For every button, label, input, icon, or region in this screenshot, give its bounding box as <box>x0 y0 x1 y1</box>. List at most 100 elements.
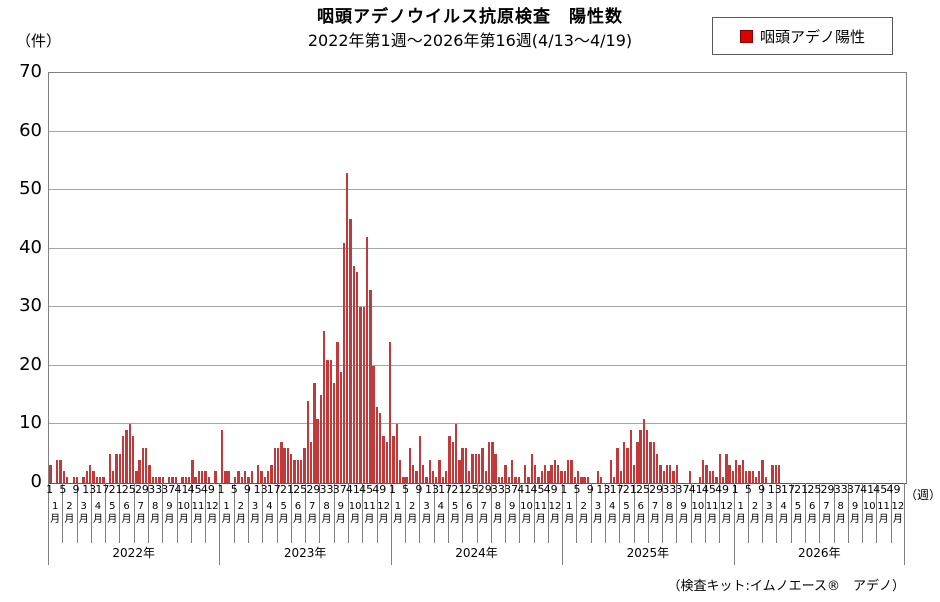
y-grid-line <box>49 306 906 308</box>
bar <box>675 465 679 483</box>
week-tick-label: 49 <box>200 483 215 496</box>
week-tick-label: 49 <box>372 483 387 496</box>
bar <box>484 471 487 483</box>
bar <box>744 471 748 483</box>
bar <box>777 465 781 483</box>
bar <box>402 477 405 483</box>
month-label-suffix: 月 <box>721 514 732 525</box>
month-label: 9 <box>337 501 344 512</box>
bar <box>141 447 145 483</box>
bar <box>270 465 273 483</box>
bar <box>458 459 461 483</box>
bar <box>507 477 510 483</box>
month-label-suffix: 月 <box>635 514 646 525</box>
month-label-suffix: 月 <box>378 514 389 525</box>
month-label-suffix: 月 <box>535 514 546 525</box>
bar <box>540 471 543 483</box>
month-label-suffix: 月 <box>507 514 518 525</box>
month-label: 7 <box>823 501 830 512</box>
year-label: 2026年 <box>798 546 841 560</box>
bar <box>257 465 260 483</box>
month-tick-line <box>647 483 649 543</box>
bar <box>329 360 332 483</box>
month-label-suffix: 月 <box>464 514 475 525</box>
bar <box>774 465 777 483</box>
month-tick-line <box>119 483 121 543</box>
month-tick-line <box>776 483 778 543</box>
bar <box>398 459 402 483</box>
bar <box>580 477 583 483</box>
bar <box>711 471 715 483</box>
month-label-suffix: 月 <box>564 514 575 525</box>
week-tick-label: 13 <box>767 483 782 496</box>
month-tick-line <box>419 483 421 543</box>
month-tick-line <box>862 483 864 543</box>
bar <box>131 436 135 483</box>
bar <box>547 471 550 483</box>
month-label-suffix: 月 <box>492 514 503 525</box>
bar <box>332 383 336 483</box>
bar <box>356 272 359 483</box>
bar <box>121 436 125 483</box>
month-label-suffix: 月 <box>664 514 675 525</box>
month-tick-line <box>162 483 164 543</box>
bar <box>247 477 250 483</box>
month-tick-line <box>433 483 435 543</box>
bar <box>491 442 494 483</box>
bar <box>243 471 247 483</box>
month-label-suffix: 月 <box>878 514 889 525</box>
month-tick-line <box>576 483 578 543</box>
month-label: 6 <box>808 501 816 512</box>
week-tick-label: 45 <box>530 483 545 496</box>
bar <box>421 465 425 483</box>
month-tick-line <box>133 483 135 543</box>
month-label-suffix: 月 <box>421 514 432 525</box>
month-label: 9 <box>166 501 173 512</box>
month-label-suffix: 月 <box>135 514 146 525</box>
bar <box>118 453 122 483</box>
bar <box>688 471 692 483</box>
month-label-suffix: 月 <box>321 514 332 525</box>
bar <box>573 477 576 483</box>
bar <box>629 430 632 483</box>
month-label: 10 <box>177 501 191 512</box>
bar <box>135 471 138 483</box>
month-label: 6 <box>294 501 302 512</box>
month-label: 1 <box>51 501 59 512</box>
bar <box>286 447 290 483</box>
month-tick-line <box>333 483 335 543</box>
year-tick-line <box>219 483 221 565</box>
bar <box>665 465 669 483</box>
week-tick-label: 13 <box>596 483 611 496</box>
y-grid-line <box>49 130 906 132</box>
month-label: 8 <box>323 501 330 512</box>
y-grid-line <box>49 247 906 249</box>
week-tick-label: 9 <box>758 483 766 496</box>
month-tick-line <box>319 483 321 543</box>
bar <box>721 477 725 483</box>
month-tick-line <box>476 483 478 543</box>
bar <box>372 365 375 483</box>
bar <box>72 477 75 483</box>
bar <box>415 471 418 483</box>
bar <box>501 477 504 483</box>
month-tick-line <box>762 483 764 543</box>
bar <box>296 459 300 483</box>
week-tick-label: 37 <box>675 483 690 496</box>
month-label: 6 <box>637 501 644 512</box>
month-tick-line <box>747 483 749 543</box>
bar <box>616 447 619 483</box>
y-grid-line <box>49 189 906 191</box>
bar <box>326 360 329 483</box>
bar <box>267 471 270 483</box>
month-tick-line <box>676 483 678 543</box>
bar <box>412 465 415 483</box>
bar <box>530 453 534 483</box>
month-label-suffix: 月 <box>307 514 318 525</box>
month-label: 2 <box>237 501 244 512</box>
month-label-suffix: 月 <box>435 514 446 525</box>
week-tick-label: 37 <box>846 483 861 496</box>
month-tick-line <box>247 483 249 543</box>
month-tick-line <box>147 483 149 543</box>
bar <box>168 477 171 483</box>
